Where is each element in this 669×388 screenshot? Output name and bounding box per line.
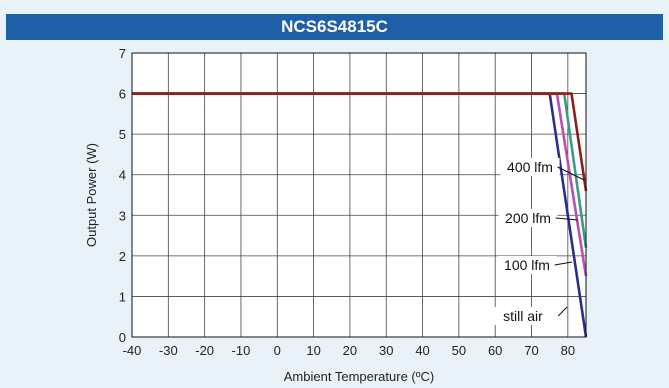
y-tick-label: 7	[119, 46, 126, 61]
y-tick-label: 5	[119, 127, 126, 142]
chart-title: NCS6S4815C	[6, 14, 663, 40]
x-tick-label: 10	[306, 343, 320, 358]
tick-labels: -40 -30 -20 -10 0 10 20 30 40 50 60 70 80 0 1 2 3 4 5 6 7	[119, 46, 575, 358]
annotation-label: still air	[503, 308, 543, 324]
annotation-box	[497, 256, 557, 274]
plot-border	[131, 52, 587, 338]
y-tick-label: 0	[119, 330, 126, 345]
x-tick-label: 40	[415, 343, 429, 358]
annotation-label: 200 lfm	[505, 210, 551, 226]
x-tick-label: -40	[123, 343, 142, 358]
y-tick-label: 4	[119, 168, 126, 183]
annotation-leader	[557, 166, 585, 181]
curve-annotations: 400 lfm 200 lfm 100 lfm still air	[485, 158, 585, 325]
annotation-label: 400 lfm	[507, 159, 553, 175]
annotation-label: 100 lfm	[504, 257, 550, 273]
x-tick-label: -10	[232, 343, 251, 358]
x-tick-label: 70	[524, 343, 538, 358]
annotation-leader	[557, 306, 568, 317]
annotation-leader	[554, 261, 573, 266]
x-tick-label: 80	[561, 343, 575, 358]
y-tick-label: 2	[119, 249, 126, 264]
x-tick-label: 60	[488, 343, 502, 358]
annotation-box	[500, 158, 560, 176]
x-tick-label: 50	[452, 343, 466, 358]
y-tick-label: 1	[119, 289, 126, 304]
x-tick-label: 20	[343, 343, 357, 358]
x-tick-label: 0	[274, 343, 281, 358]
x-tick-label: -30	[159, 343, 178, 358]
annotation-box	[498, 209, 558, 227]
x-tick-label: 30	[379, 343, 393, 358]
x-axis-label: Ambient Temperature (ºC)	[284, 369, 434, 384]
annotation-leader	[555, 217, 579, 221]
x-tick-label: -20	[195, 343, 214, 358]
y-tick-label: 3	[119, 208, 126, 223]
annotation-box	[485, 307, 561, 325]
plot-area	[132, 53, 586, 337]
series-line-400-lfm	[132, 92, 588, 192]
y-tick-label: 6	[119, 87, 126, 102]
y-axis-label: Output Power (W)	[84, 143, 99, 247]
series-lines	[132, 92, 588, 338]
